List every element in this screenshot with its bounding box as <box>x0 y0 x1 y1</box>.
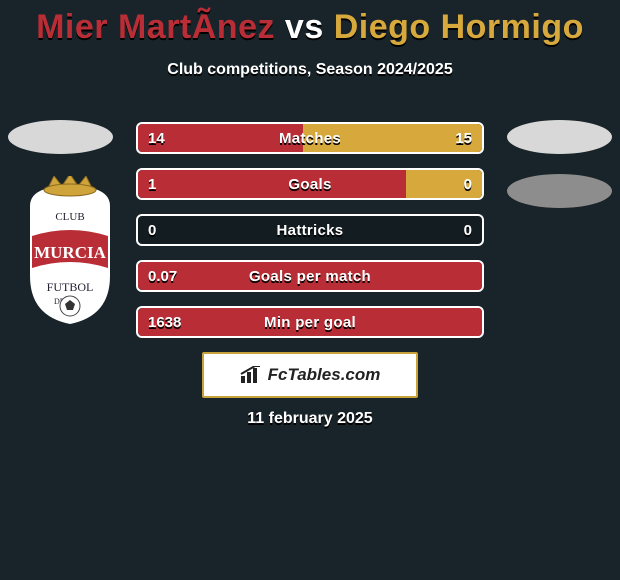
page-title: Mier MartÃ­nez vs Diego Hormigo <box>0 0 620 47</box>
stat-row-goals: 1 Goals 0 <box>136 168 484 200</box>
val-right: 15 <box>455 124 472 152</box>
player2-name: Diego Hormigo <box>334 8 584 46</box>
stat-row-gpm: 0.07 Goals per match <box>136 260 484 292</box>
stat-row-mpg: 1638 Min per goal <box>136 306 484 338</box>
subtitle: Club competitions, Season 2024/2025 <box>0 61 620 79</box>
stat-label: Min per goal <box>138 308 482 336</box>
stat-label: Goals per match <box>138 262 482 290</box>
val-right: 0 <box>464 170 472 198</box>
crest-text-main: MURCIA <box>34 243 106 262</box>
stat-label: Hattricks <box>138 216 482 244</box>
attribution-text: FcTables.com <box>268 365 381 385</box>
player1-name: Mier MartÃ­nez <box>36 8 275 46</box>
team2-logo-placeholder-1 <box>507 120 612 154</box>
crest-text-futbol: FUTBOL <box>47 280 94 294</box>
title-vs: vs <box>275 8 334 46</box>
team1-crest: MURCIA CLUB DE FUTBOL <box>20 176 120 326</box>
val-right: 0 <box>464 216 472 244</box>
team2-logo-placeholder-2 <box>507 174 612 208</box>
stat-row-matches: 14 Matches 15 <box>136 122 484 154</box>
stats-table: 14 Matches 15 1 Goals 0 0 Hattricks 0 0.… <box>136 122 484 352</box>
crest-text-club: CLUB <box>55 211 84 223</box>
team1-logo-placeholder-1 <box>8 120 113 154</box>
stat-label: Goals <box>138 170 482 198</box>
bar-chart-icon <box>240 366 262 384</box>
date-text: 11 february 2025 <box>0 410 620 428</box>
stat-row-hattricks: 0 Hattricks 0 <box>136 214 484 246</box>
attribution-badge: FcTables.com <box>202 352 418 398</box>
stat-label: Matches <box>138 124 482 152</box>
